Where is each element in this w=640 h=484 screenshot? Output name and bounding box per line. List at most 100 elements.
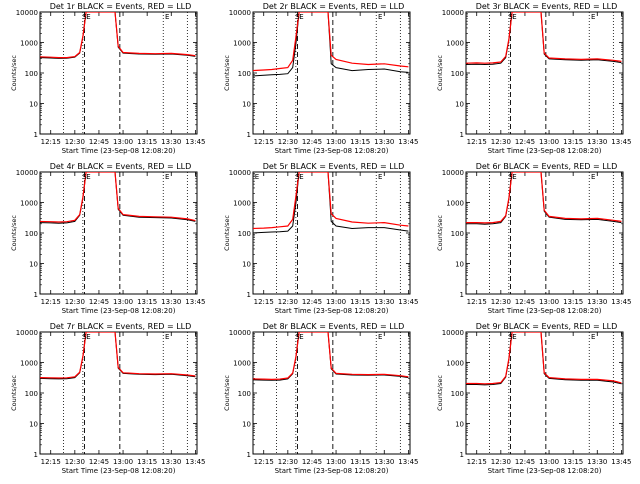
- x-axis-label: Start Time (23-Sep-08 12:08:20): [275, 147, 389, 155]
- x-tick-label: 13:30: [374, 458, 394, 466]
- x-tick-label: 13:15: [137, 458, 157, 466]
- x-tick-label: 12:45: [302, 298, 322, 306]
- x-tick-label: 13:45: [611, 138, 631, 146]
- interval-marker: E: [165, 173, 169, 181]
- x-tick-label: 12:45: [515, 298, 535, 306]
- y-tick-label: 100: [451, 230, 464, 238]
- chart-title: Det 9r BLACK = Events, RED = LLD: [476, 322, 618, 331]
- y-tick-label: 10000: [16, 169, 38, 177]
- y-tick-label: 1: [34, 451, 38, 459]
- x-tick-label: 13:00: [113, 298, 133, 306]
- chart-panel-2: Det 2r BLACK = Events, RED = LLD 1 10 100 10…: [223, 2, 418, 155]
- y-tick-label: 1: [247, 451, 251, 459]
- x-tick-label: 12:30: [278, 458, 298, 466]
- interval-marker: E: [86, 333, 90, 341]
- chart-title: Det 2r BLACK = Events, RED = LLD: [263, 2, 405, 11]
- y-axis-label: Counts/sec: [10, 55, 18, 91]
- y-tick-label: 1000: [20, 200, 38, 208]
- x-tick-label: 13:15: [137, 298, 157, 306]
- y-tick-label: 1000: [446, 40, 464, 48]
- chart-title: Det 5r BLACK = Events, RED = LLD: [263, 162, 405, 171]
- plot-area: [40, 12, 196, 134]
- x-axis-label: Start Time (23-Sep-08 12:08:20): [488, 307, 602, 315]
- x-tick-label: 13:00: [539, 458, 559, 466]
- x-tick-label: 13:15: [563, 138, 583, 146]
- interval-marker: S: [82, 333, 87, 341]
- x-axis-label: Start Time (23-Sep-08 12:08:20): [62, 307, 176, 315]
- y-tick-label: 10: [455, 101, 464, 109]
- interval-marker: E: [378, 173, 382, 181]
- x-tick-label: 13:45: [398, 298, 418, 306]
- interval-marker: S: [295, 13, 300, 21]
- plot-area: [466, 332, 622, 454]
- interval-marker: E: [512, 173, 516, 181]
- events-series-line: [253, 12, 409, 77]
- x-tick-label: 13:45: [185, 138, 205, 146]
- x-tick-label: 13:15: [137, 138, 157, 146]
- y-tick-label: 1000: [446, 200, 464, 208]
- x-tick-label: 12:45: [515, 458, 535, 466]
- plot-area: [466, 172, 622, 294]
- lld-series-line: [40, 172, 196, 223]
- x-tick-label: 12:45: [515, 138, 535, 146]
- x-tick-label: 13:30: [587, 138, 607, 146]
- chart-panel-4: Det 4r BLACK = Events, RED = LLD 1 10 100 10…: [10, 162, 205, 315]
- interval-marker: S: [508, 13, 513, 21]
- interval-marker: E: [378, 13, 382, 21]
- x-tick-label: 12:15: [254, 298, 274, 306]
- y-tick-label: 1: [247, 291, 251, 299]
- y-tick-label: 10: [242, 421, 251, 429]
- interval-marker: E: [86, 13, 90, 21]
- x-tick-label: 12:15: [41, 298, 61, 306]
- chart-panel-5: Det 5r BLACK = Events, RED = LLD 1 10 100 10…: [223, 162, 418, 315]
- y-tick-label: 1: [247, 131, 251, 139]
- x-tick-label: 12:45: [89, 138, 109, 146]
- x-tick-label: 13:00: [326, 138, 346, 146]
- x-tick-label: 13:45: [611, 298, 631, 306]
- x-tick-label: 12:30: [65, 138, 85, 146]
- x-tick-label: 12:15: [254, 458, 274, 466]
- y-tick-label: 10000: [229, 329, 251, 337]
- chart-panel-3: Det 3r BLACK = Events, RED = LLD 1 10 100 10…: [436, 2, 631, 155]
- x-axis-label: Start Time (23-Sep-08 12:08:20): [488, 467, 602, 475]
- x-axis-label: Start Time (23-Sep-08 12:08:20): [275, 307, 389, 315]
- y-axis-label: Counts/sec: [10, 215, 18, 251]
- chart-title: Det 8r BLACK = Events, RED = LLD: [263, 322, 405, 331]
- y-tick-label: 10000: [442, 329, 464, 337]
- y-tick-label: 10: [29, 421, 38, 429]
- x-tick-label: 12:15: [254, 138, 274, 146]
- x-tick-label: 13:45: [185, 298, 205, 306]
- events-series-line: [466, 332, 622, 386]
- lld-series-line: [40, 332, 196, 379]
- x-tick-label: 13:30: [374, 298, 394, 306]
- x-tick-label: 13:00: [539, 298, 559, 306]
- events-series-line: [466, 172, 622, 225]
- x-tick-label: 12:15: [467, 138, 487, 146]
- plot-area: [253, 12, 409, 134]
- x-tick-label: 12:30: [491, 298, 511, 306]
- interval-marker: E: [299, 173, 303, 181]
- y-tick-label: 100: [451, 390, 464, 398]
- x-tick-label: 13:15: [350, 458, 370, 466]
- x-tick-label: 13:00: [113, 138, 133, 146]
- x-tick-label: 12:30: [278, 298, 298, 306]
- interval-marker: E: [591, 173, 595, 181]
- x-tick-label: 13:30: [587, 298, 607, 306]
- x-tick-label: 12:30: [65, 298, 85, 306]
- y-axis-label: Counts/sec: [436, 375, 444, 411]
- chart-panel-9: Det 9r BLACK = Events, RED = LLD 1 10 100 10…: [436, 322, 631, 475]
- y-tick-label: 10: [29, 101, 38, 109]
- x-tick-label: 12:30: [278, 138, 298, 146]
- y-tick-label: 10: [455, 421, 464, 429]
- x-tick-label: 13:45: [398, 458, 418, 466]
- y-tick-label: 1: [34, 131, 38, 139]
- chart-panel-6: Det 6r BLACK = Events, RED = LLD 1 10 100 10…: [436, 162, 631, 315]
- x-tick-label: 13:30: [587, 458, 607, 466]
- x-tick-label: 13:00: [326, 458, 346, 466]
- y-tick-label: 100: [25, 230, 38, 238]
- x-tick-label: 13:00: [539, 138, 559, 146]
- interval-marker: E: [591, 333, 595, 341]
- y-tick-label: 10000: [442, 169, 464, 177]
- x-axis-label: Start Time (23-Sep-08 12:08:20): [62, 467, 176, 475]
